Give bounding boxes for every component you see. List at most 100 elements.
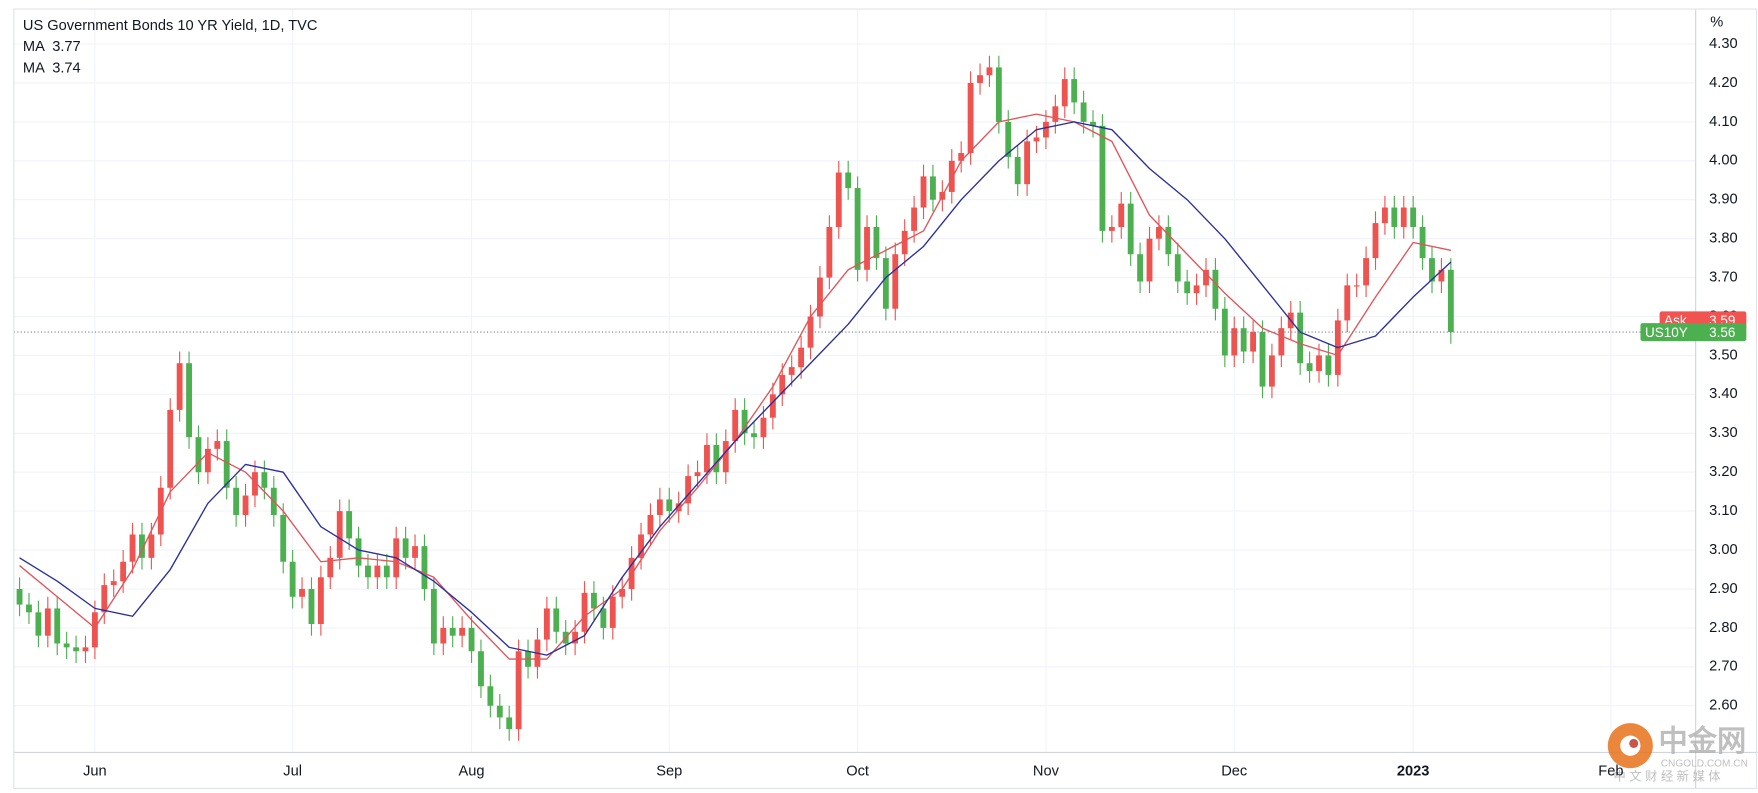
candle-body	[901, 230, 908, 255]
candle-body	[35, 612, 42, 636]
candle-body	[1429, 258, 1435, 282]
candle-body	[73, 647, 79, 652]
price-label-name: US10Y	[1645, 325, 1688, 340]
candle-body	[223, 441, 230, 488]
candle-body	[675, 503, 682, 512]
candle-body	[666, 499, 673, 512]
x-tick-label: Dec	[1221, 763, 1247, 779]
y-tick-label: 3.30	[1709, 425, 1737, 441]
candle-body	[110, 581, 117, 586]
y-tick-label: 3.40	[1709, 386, 1737, 402]
candle-body	[280, 515, 287, 562]
candle-body	[1146, 238, 1153, 282]
candle-body	[1447, 269, 1454, 333]
candle-body	[54, 608, 61, 644]
candle-body	[638, 534, 644, 558]
candle-body	[1118, 203, 1125, 227]
frame	[13, 8, 1758, 790]
candle-body	[1212, 269, 1219, 309]
x-tick-label: Oct	[846, 763, 869, 779]
candle-body	[835, 172, 842, 227]
candle-body	[317, 577, 324, 625]
x-tick-label: Nov	[1033, 763, 1060, 779]
candle-body	[468, 627, 475, 652]
candle-body	[1363, 258, 1370, 286]
candle-body	[1024, 141, 1031, 185]
candle-body	[882, 258, 889, 309]
candle-body	[1108, 226, 1115, 231]
candle-body	[44, 608, 51, 636]
candle-body	[1438, 269, 1445, 282]
candle-body	[299, 588, 305, 597]
candle-body	[1325, 355, 1332, 375]
price-label-value: 3.56	[1709, 325, 1735, 340]
candle-body	[515, 651, 522, 730]
candle-body	[336, 511, 343, 558]
y-tick-label: 3.00	[1709, 542, 1737, 558]
candle-body	[1184, 281, 1191, 294]
candle-body	[892, 254, 899, 309]
candle-body	[195, 437, 202, 473]
chart-title: US Government Bonds 10 YR Yield, 1D, TVC	[23, 18, 318, 34]
y-tick-label: 2.70	[1709, 659, 1737, 675]
candle-body	[609, 596, 616, 628]
y-tick-label: 2.80	[1709, 620, 1737, 636]
candle-body	[779, 374, 786, 395]
y-tick-label: 3.10	[1709, 503, 1737, 519]
watermark-name: 中金网	[1658, 724, 1746, 758]
candle-body	[430, 588, 437, 644]
candle-body	[327, 557, 334, 578]
candle-body	[440, 627, 447, 644]
x-tick-label: Feb	[1598, 763, 1623, 779]
candle-body	[1071, 79, 1078, 103]
candle-body	[694, 472, 701, 477]
candle-body	[704, 444, 710, 473]
candle-body	[402, 538, 409, 558]
x-tick-label: Sep	[656, 763, 682, 779]
candle-body	[713, 444, 720, 473]
candle-body	[233, 487, 240, 516]
candle-body	[487, 686, 494, 706]
candle-body	[873, 226, 880, 259]
ma-line	[19, 121, 1452, 656]
candle-body	[798, 347, 805, 368]
candle-body	[148, 534, 155, 558]
candle-body	[1090, 121, 1096, 126]
candle-body	[1014, 156, 1021, 185]
candle-body	[977, 75, 983, 83]
candle-body	[647, 515, 654, 535]
x-tick-label: Jun	[83, 763, 107, 779]
candle-body	[1353, 285, 1360, 287]
candle-body	[553, 608, 560, 632]
x-tick-label: Aug	[459, 763, 485, 779]
candle-body	[478, 651, 484, 687]
candle-body	[16, 588, 23, 605]
candle-body	[383, 565, 390, 578]
candle-body	[911, 207, 918, 231]
candle-body	[920, 176, 927, 208]
candle-body	[685, 476, 692, 504]
candle-body	[26, 604, 32, 613]
candle-body	[864, 226, 870, 270]
candle-body	[308, 588, 315, 625]
candle-body	[600, 608, 607, 628]
candle-body	[543, 608, 550, 640]
candle-body	[252, 472, 258, 496]
candle-body	[1080, 102, 1087, 122]
candle-body	[214, 441, 221, 449]
candle-body	[1231, 328, 1238, 356]
candle-body	[101, 585, 108, 613]
candle-body	[591, 592, 597, 609]
candle-body	[1250, 332, 1257, 352]
candle-body	[760, 417, 767, 438]
candle-body	[845, 172, 852, 189]
candle-body	[355, 538, 362, 566]
candle-body	[129, 534, 136, 562]
x-tick-label: 2023	[1397, 763, 1430, 779]
watermark-tagline: 中 文 财 经 新 媒 体	[1613, 768, 1721, 783]
candle-body	[995, 67, 1002, 122]
y-tick-label: 3.20	[1709, 464, 1737, 480]
candle-body	[1410, 207, 1417, 227]
